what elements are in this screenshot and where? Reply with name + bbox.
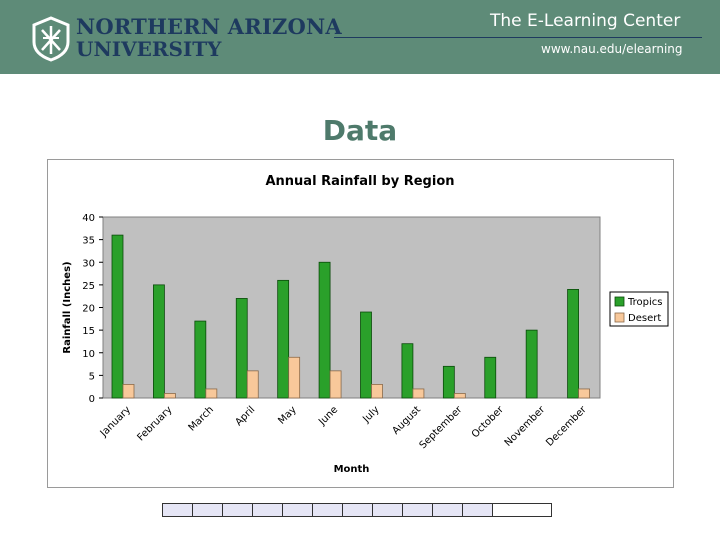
y-tick-label: 10: [82, 349, 95, 360]
nav-cell[interactable]: [342, 503, 373, 517]
header-divider: [334, 37, 702, 38]
university-name-line2: UNIVERSITY: [76, 37, 222, 61]
center-title: The E-Learning Center: [490, 11, 681, 31]
x-tick-label: January: [98, 404, 133, 439]
bar-tropics: [194, 320, 207, 399]
legend-swatch-tropics: [614, 296, 625, 307]
bar-tropics: [318, 261, 331, 399]
x-axis-label: Month: [334, 464, 370, 475]
y-tick-label: 30: [82, 258, 95, 269]
header-banner: NORTHERN ARIZONA UNIVERSITY The E-Learni…: [0, 0, 720, 74]
bar-tropics: [277, 279, 290, 399]
y-tick-label: 15: [82, 326, 95, 337]
x-tick-label: May: [276, 404, 298, 426]
nav-cell[interactable]: [462, 503, 493, 517]
y-tick-label: 35: [82, 236, 95, 247]
y-tick-label: 40: [82, 213, 95, 224]
plot-area: [102, 216, 601, 399]
nav-cell[interactable]: [312, 503, 343, 517]
bar-tropics: [484, 356, 497, 399]
nav-cell[interactable]: [372, 503, 403, 517]
nav-cell[interactable]: [252, 503, 283, 517]
center-url[interactable]: www.nau.edu/elearning: [541, 42, 683, 56]
nau-logo-icon: [32, 16, 70, 62]
bar-desert: [371, 384, 383, 399]
bar-desert: [329, 370, 342, 399]
bar-tropics: [567, 288, 579, 399]
nav-cell[interactable]: [192, 503, 223, 517]
bar-tropics: [442, 365, 455, 399]
bar-desert: [412, 388, 425, 399]
x-tick-label: August: [391, 404, 424, 437]
x-tick-label: June: [316, 404, 340, 428]
slide-title: Data: [322, 114, 398, 147]
x-tick-label: September: [418, 404, 465, 451]
x-tick-label: February: [135, 404, 174, 443]
slide-nav-bar: [162, 503, 552, 517]
x-tick-label: December: [544, 404, 589, 449]
y-tick-label: 20: [82, 304, 95, 315]
bar-desert: [246, 370, 259, 399]
bar-tropics: [111, 234, 124, 399]
bar-desert: [164, 393, 176, 399]
bar-desert: [453, 393, 466, 399]
nav-cell[interactable]: [402, 503, 433, 517]
bar-desert: [205, 388, 218, 399]
bar-tropics: [235, 298, 248, 399]
bar-tropics: [525, 329, 538, 399]
x-tick-label: March: [187, 404, 216, 433]
legend-label-desert: Desert: [628, 313, 661, 324]
nav-cell[interactable]: [222, 503, 253, 517]
x-tick-label: November: [503, 404, 548, 449]
rainfall-chart: Annual Rainfall by Region 0 5 10 15 20 25 30 35 4…: [62, 174, 669, 475]
bar-tropics: [401, 343, 414, 399]
university-name-line1: NORTHERN ARIZONA: [76, 14, 342, 39]
bar-desert: [288, 356, 301, 399]
x-tick-label: April: [233, 404, 257, 428]
nav-cell[interactable]: [492, 503, 552, 517]
bar-desert: [122, 384, 135, 399]
legend-swatch-desert: [614, 312, 625, 323]
legend-label-tropics: Tropics: [627, 297, 662, 308]
x-tick-label: July: [360, 404, 381, 425]
y-tick-label: 25: [82, 281, 95, 292]
bar-tropics: [153, 284, 165, 399]
bar-tropics: [360, 311, 372, 399]
chart-title: Annual Rainfall by Region: [265, 174, 454, 189]
y-tick-label: 5: [89, 371, 95, 382]
nav-cell[interactable]: [432, 503, 463, 517]
nav-cell[interactable]: [162, 503, 193, 517]
y-tick-label: 0: [89, 394, 95, 405]
bar-desert: [578, 388, 590, 399]
y-axis-label: Rainfall (Inches): [62, 261, 73, 353]
x-tick-label: October: [470, 404, 507, 441]
nav-cell[interactable]: [282, 503, 313, 517]
